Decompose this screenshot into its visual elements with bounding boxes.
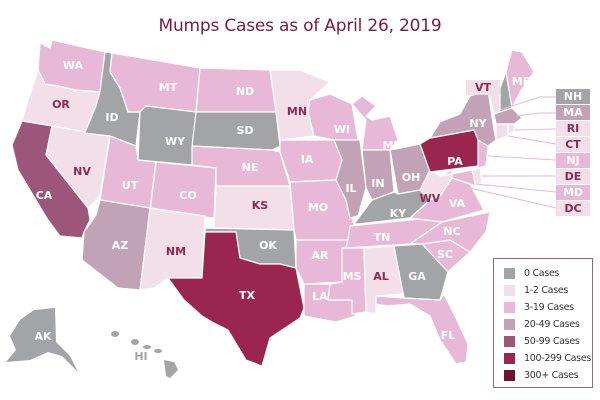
state-ma[interactable] bbox=[493, 107, 523, 125]
state-hi[interactable] bbox=[111, 331, 178, 378]
label-nd: ND bbox=[236, 85, 254, 98]
label-ok: OK bbox=[259, 239, 277, 252]
state-de[interactable] bbox=[471, 167, 483, 187]
legend-swatch bbox=[504, 336, 515, 347]
label-wy: WY bbox=[165, 135, 186, 148]
label-ne: NE bbox=[242, 161, 259, 174]
label-la: LA bbox=[312, 290, 328, 303]
legend-item-5: 100-299 Cases bbox=[504, 350, 592, 367]
label-tx: TX bbox=[239, 289, 256, 302]
label-il: IL bbox=[345, 182, 356, 195]
state-labels: WA OR CA NV ID MT WY UT CO AZ NM ND SD N… bbox=[34, 59, 530, 363]
state-ak[interactable] bbox=[6, 308, 78, 372]
legend-item-2: 3-19 Cases bbox=[504, 299, 592, 316]
callout-ct[interactable]: CT bbox=[556, 137, 590, 152]
legend-item-3: 20-49 Cases bbox=[504, 316, 592, 333]
label-sd: SD bbox=[236, 124, 253, 137]
label-ut: UT bbox=[122, 179, 139, 192]
legend-item-1: 1-2 Cases bbox=[504, 282, 592, 299]
legend-label: 300+ Cases bbox=[524, 370, 579, 381]
state-il[interactable] bbox=[333, 139, 367, 219]
label-nv: NV bbox=[73, 165, 91, 178]
label-pa: PA bbox=[447, 155, 463, 168]
state-ct[interactable] bbox=[495, 123, 509, 141]
label-wi: WI bbox=[334, 123, 350, 136]
label-mi: MI bbox=[382, 139, 397, 152]
state-mi[interactable] bbox=[351, 95, 399, 151]
label-id: ID bbox=[105, 111, 118, 124]
label-fl: FL bbox=[441, 329, 456, 342]
label-al: AL bbox=[373, 270, 389, 283]
legend-item-0: 0 Cases bbox=[504, 265, 592, 282]
label-az: AZ bbox=[112, 239, 129, 252]
legend-swatch bbox=[504, 302, 515, 313]
label-sc: SC bbox=[437, 248, 453, 261]
legend-label: 3-19 Cases bbox=[524, 302, 574, 313]
label-nc: NC bbox=[443, 225, 460, 238]
legend-swatch bbox=[504, 370, 515, 381]
label-mt: MT bbox=[159, 81, 178, 94]
label-ms: MS bbox=[343, 270, 362, 283]
label-nm: NM bbox=[166, 245, 186, 258]
legend-swatch bbox=[504, 268, 515, 279]
label-ky: KY bbox=[390, 207, 408, 220]
state-ar[interactable] bbox=[295, 239, 349, 285]
state-in[interactable] bbox=[361, 149, 395, 201]
label-ak: AK bbox=[34, 330, 52, 343]
label-hi: HI bbox=[134, 350, 147, 363]
legend-item-4: 50-99 Cases bbox=[504, 333, 592, 350]
legend-swatch bbox=[504, 285, 515, 296]
state-ny[interactable] bbox=[429, 89, 497, 147]
legend-label: 0 Cases bbox=[524, 268, 560, 279]
callout-dc[interactable]: DC bbox=[556, 201, 590, 216]
state-ri[interactable] bbox=[507, 123, 515, 135]
callout-ri[interactable]: RI bbox=[556, 121, 590, 136]
label-co: CO bbox=[179, 189, 196, 202]
legend-label: 1-2 Cases bbox=[524, 285, 569, 296]
callout-lines bbox=[469, 96, 557, 209]
label-ca: CA bbox=[36, 189, 53, 202]
callout-nh[interactable]: NH bbox=[556, 89, 590, 104]
label-ga: GA bbox=[408, 270, 426, 283]
map-title: Mumps Cases as of April 26, 2019 bbox=[158, 16, 442, 36]
label-ia: IA bbox=[301, 153, 314, 166]
callout-nj[interactable]: NJ bbox=[556, 153, 590, 168]
callout-ma[interactable]: MA bbox=[556, 105, 590, 120]
state-fl[interactable] bbox=[375, 293, 469, 365]
label-ny: NY bbox=[469, 117, 487, 130]
label-wa: WA bbox=[63, 59, 84, 72]
label-me: ME bbox=[512, 75, 530, 88]
legend-item-6: 300+ Cases bbox=[504, 367, 592, 384]
label-ar: AR bbox=[312, 249, 330, 262]
legend: 0 Cases 1-2 Cases 3-19 Cases 20-49 Cases… bbox=[493, 258, 593, 388]
state-sd[interactable] bbox=[191, 111, 281, 151]
callout-vt[interactable]: VT bbox=[466, 80, 500, 95]
callout-de[interactable]: DE bbox=[556, 169, 590, 184]
legend-label: 50-99 Cases bbox=[524, 336, 580, 347]
label-wv: WV bbox=[420, 192, 441, 205]
label-mn: MN bbox=[287, 105, 307, 118]
label-or: OR bbox=[52, 98, 70, 111]
legend-swatch bbox=[504, 353, 515, 364]
label-va: VA bbox=[449, 197, 466, 210]
label-mo: MO bbox=[308, 201, 328, 214]
callout-md[interactable]: MD bbox=[556, 185, 590, 200]
state-tx[interactable] bbox=[167, 231, 305, 367]
label-oh: OH bbox=[402, 171, 421, 184]
legend-swatch bbox=[504, 319, 515, 330]
legend-label: 20-49 Cases bbox=[524, 319, 580, 330]
legend-label: 100-299 Cases bbox=[524, 353, 592, 364]
label-tn: TN bbox=[374, 231, 391, 244]
label-ks: KS bbox=[252, 199, 269, 212]
label-in: IN bbox=[371, 177, 384, 190]
